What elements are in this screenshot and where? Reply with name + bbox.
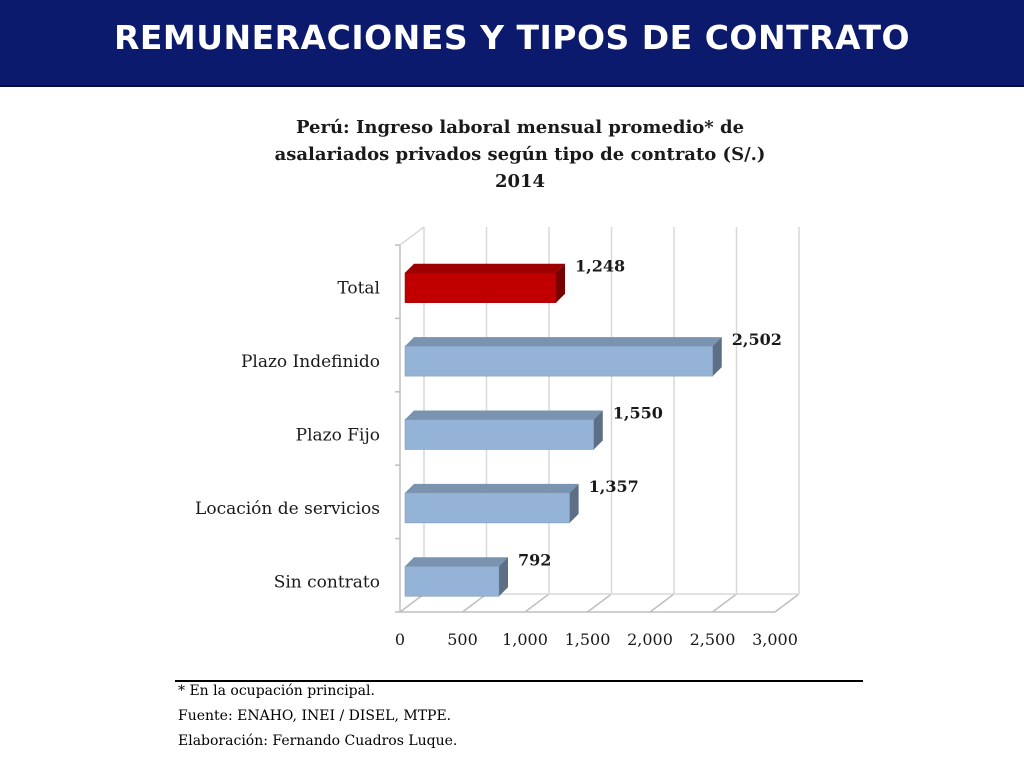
category-label-4: Sin contrato [274, 572, 380, 592]
bar-top-1 [405, 337, 722, 347]
chart-title: Perú: Ingreso laboral mensual promedio* … [230, 114, 810, 195]
bar-top-3 [405, 483, 579, 493]
x-tick-label-3: 1,500 [565, 630, 611, 649]
bar-side-0 [556, 263, 565, 303]
data-label-0: 1,248 [575, 257, 625, 276]
floor-line-6 [774, 593, 800, 613]
floor-line-5 [712, 593, 737, 613]
footnote: * En la ocupación principal. [178, 683, 375, 699]
x-tick-label-2: 1,000 [502, 630, 548, 649]
floor-line-0 [399, 593, 425, 613]
x-tick-label-1: 500 [447, 630, 478, 649]
bar-2 [404, 419, 594, 450]
bar-4 [404, 566, 500, 597]
wall-top-edge [399, 226, 425, 246]
bar-side-2 [593, 410, 603, 450]
bar-side-3 [569, 483, 579, 523]
x-tick-label-6: 3,000 [752, 630, 798, 649]
bar-top-2 [405, 410, 603, 420]
bar-0 [404, 272, 557, 303]
page-title: REMUNERACIONES Y TIPOS DE CONTRATO [113, 18, 911, 57]
x-tick-label-0: 0 [395, 630, 405, 649]
x-tick-label-5: 2,500 [690, 630, 736, 649]
category-label-1: Plazo Indefinido [241, 352, 380, 372]
floor-line-4 [649, 593, 675, 613]
bar-chart: 1,248 Total 2,502 Plazo Indefinido 1,550 Plaz… [195, 226, 800, 649]
chart-title-line-1: Perú: Ingreso laboral mensual promedio* … [295, 117, 745, 138]
floor-line-1 [462, 593, 487, 613]
chart-title-line-2: asalariados privados según tipo de contr… [274, 144, 766, 165]
source-note: Fuente: ENAHO, INEI / DISEL, MTPE. [178, 708, 452, 724]
header-bar: REMUNERACIONES Y TIPOS DE CONTRATO [0, 0, 1024, 87]
category-label-2: Plazo Fijo [296, 426, 380, 446]
footer-divider [175, 680, 863, 682]
category-label-3: Locación de servicios [195, 499, 380, 519]
bar-side-4 [499, 557, 508, 597]
bar-top-0 [405, 263, 565, 273]
bar-top-4 [405, 557, 508, 567]
bar-3 [404, 492, 570, 524]
category-label-0: Total [337, 279, 380, 299]
bar-side-1 [712, 337, 722, 377]
data-label-1: 2,502 [732, 330, 782, 349]
data-label-2: 1,550 [613, 404, 663, 423]
author-note: Elaboración: Fernando Cuadros Luque. [178, 733, 458, 749]
data-label-4: 792 [518, 550, 551, 569]
bar-1 [404, 345, 713, 377]
chart-title-line-3: 2014 [494, 171, 546, 192]
x-tick-label-4: 2,000 [627, 630, 673, 649]
data-label-3: 1,357 [589, 477, 639, 496]
floor-line-3 [587, 593, 612, 613]
floor-line-2 [524, 593, 550, 613]
